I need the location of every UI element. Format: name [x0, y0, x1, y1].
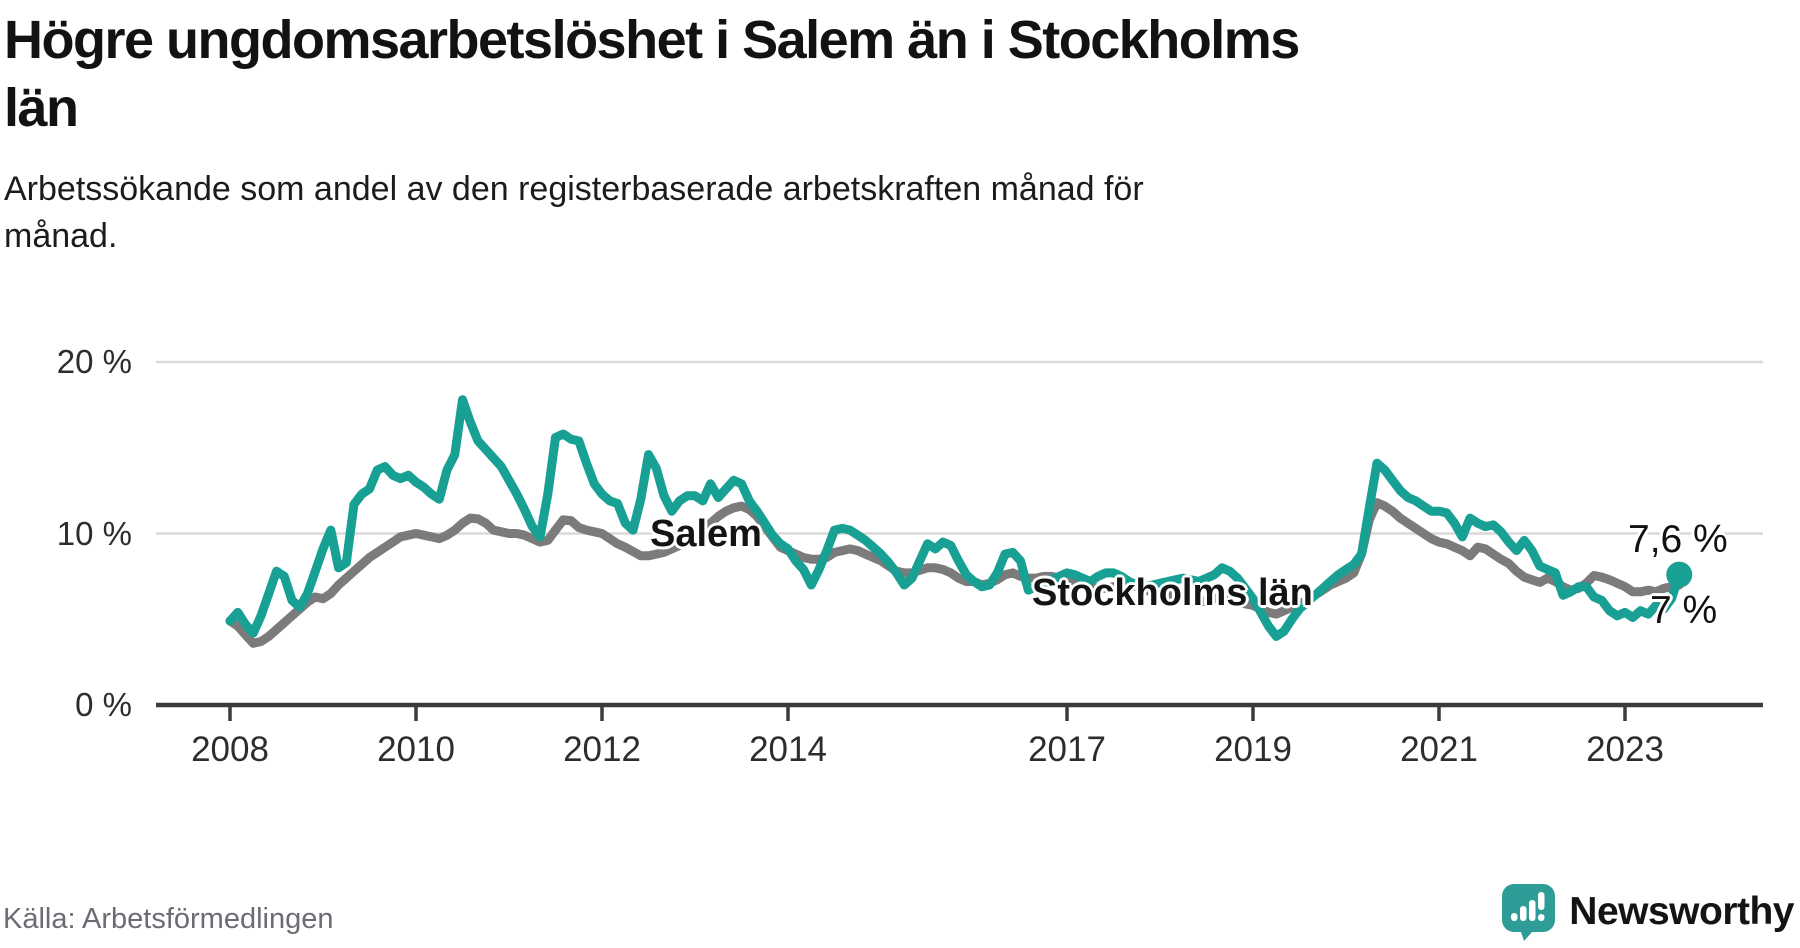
x-axis-label: 2012 — [563, 730, 641, 769]
x-axis-label: 2017 — [1028, 730, 1106, 769]
end-value-label-salem: 7,6 % — [1628, 518, 1728, 561]
x-axis-label: 2008 — [191, 730, 269, 769]
y-axis-label: 10 % — [56, 514, 132, 552]
x-axis-label: 2019 — [1214, 730, 1292, 769]
series-line-salem — [225, 395, 1684, 641]
end-value-label-stockholms-lan: 7 % — [1650, 589, 1718, 632]
x-axis-label: 2021 — [1400, 730, 1478, 769]
source-note: Källa: Arbetsförmedlingen — [3, 903, 334, 935]
title-line-1: Högre ungdomsarbetslöshet i Salem än i S… — [4, 10, 1300, 70]
newsworthy-logo-icon — [1502, 884, 1556, 941]
x-axis-label: 2023 — [1586, 730, 1664, 769]
subtitle-line-1: Arbetssökande som andel av den registerb… — [4, 170, 1144, 208]
subtitle-line-2: månad. — [4, 217, 118, 255]
x-axis-label: 2010 — [377, 730, 455, 769]
series-label-stockholms-lan: Stockholms län — [1032, 572, 1313, 614]
x-axis-label: 2014 — [749, 730, 827, 769]
series-label-salem: Salem — [650, 513, 762, 555]
newsworthy-logo: Newsworthy — [1500, 882, 1794, 942]
end-point-marker — [1666, 561, 1693, 588]
title-line-2: län — [4, 78, 79, 138]
series-line-stockholms-l-n — [225, 498, 1684, 648]
y-axis-label: 20 % — [56, 343, 132, 380]
y-axis-label: 0 % — [75, 686, 132, 723]
newsworthy-logo-text: Newsworthy — [1569, 890, 1794, 933]
